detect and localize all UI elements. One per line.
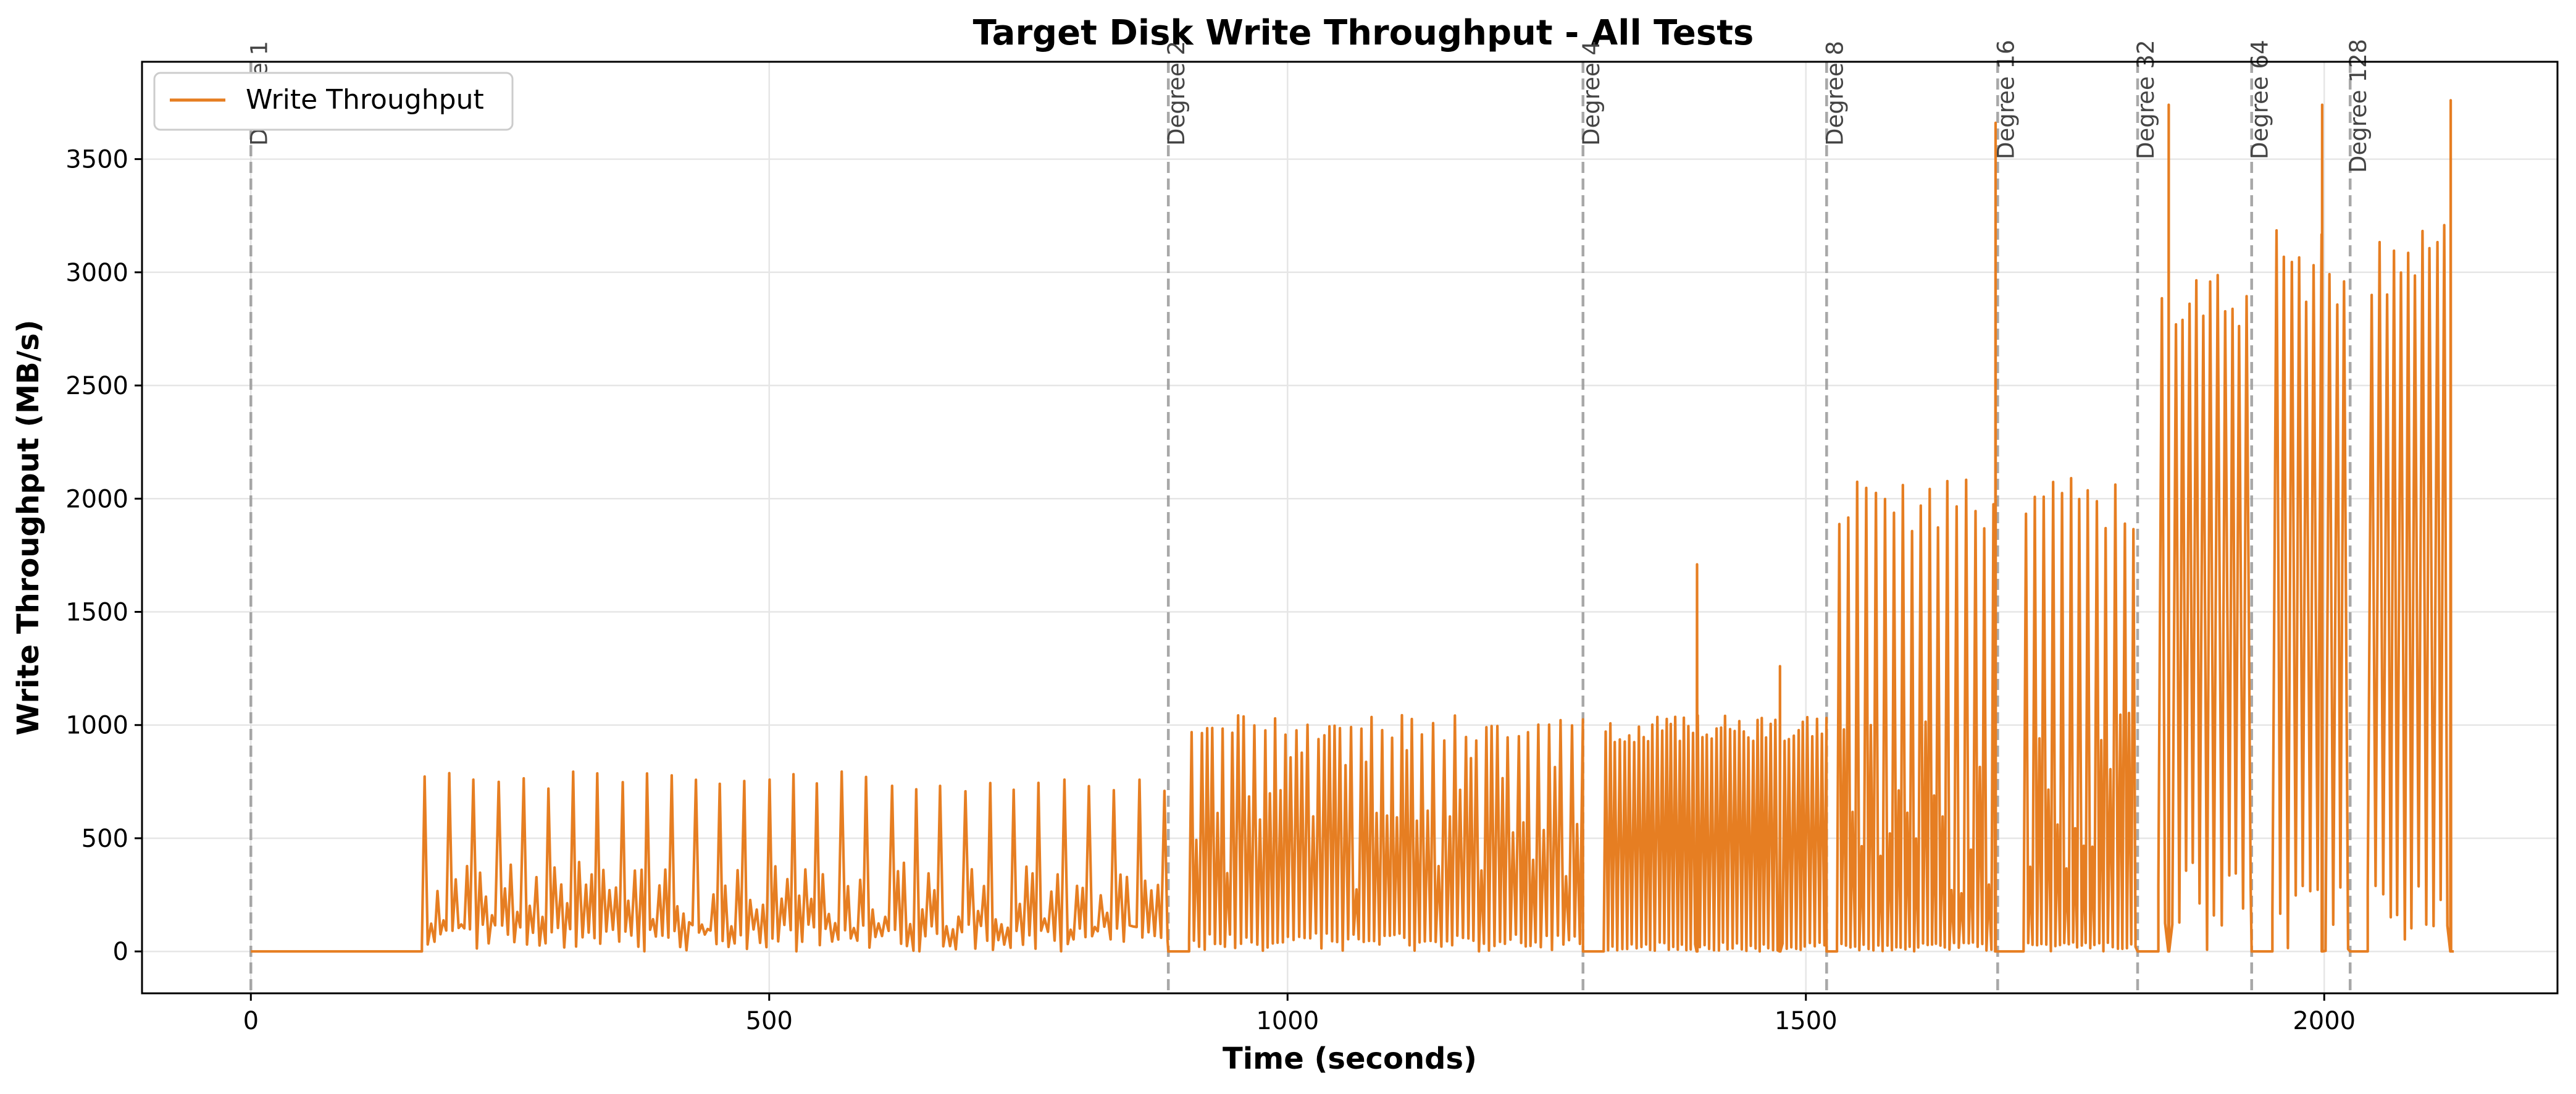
- chart-title: Target Disk Write Throughput - All Tests: [973, 13, 1754, 53]
- series-line-write-throughput: [251, 99, 2454, 953]
- y-tick-label: 2500: [65, 372, 128, 400]
- y-tick-label: 500: [82, 825, 128, 853]
- legend-label: Write Throughput: [246, 84, 484, 116]
- legend: Write Throughput: [153, 72, 514, 131]
- legend-box: [153, 72, 514, 131]
- y-axis-label: Write Throughput (MB/s): [11, 319, 46, 735]
- grid-lines: [142, 62, 2557, 993]
- degree-marker-label: Degree 8: [1821, 41, 1848, 146]
- degree-marker-label: Degree 128: [2345, 39, 2372, 173]
- series-layer: [251, 99, 2454, 953]
- x-tick-label: 1000: [1256, 1007, 1319, 1035]
- y-tick-label: 3000: [65, 259, 128, 287]
- degree-marker-label: Degree 32: [2133, 40, 2159, 159]
- degree-marker-label: Degree 16: [1993, 40, 2019, 159]
- x-axis-label: Time (seconds): [1223, 1041, 1477, 1076]
- y-tick-label: 0: [113, 938, 128, 966]
- x-tick-label: 2000: [2293, 1007, 2356, 1035]
- degree-marker-label: Degree 2: [1163, 41, 1190, 146]
- y-tick-label: 3500: [65, 146, 128, 174]
- degree-marker-label: Degree 4: [1578, 41, 1605, 146]
- plot-frame: [141, 61, 2559, 995]
- axis-ticks: 0 500 1000 1500 2000 0 500 1000 1500 2000 2500 3000…: [65, 146, 2356, 1035]
- y-tick-label: 2000: [65, 485, 128, 513]
- y-tick-label: 1500: [65, 599, 128, 627]
- degree-marker-label: Degree 64: [2247, 40, 2273, 159]
- x-tick-label: 0: [243, 1007, 259, 1035]
- y-tick-label: 1000: [65, 712, 128, 740]
- x-tick-label: 500: [746, 1007, 793, 1035]
- x-tick-label: 1500: [1775, 1007, 1838, 1035]
